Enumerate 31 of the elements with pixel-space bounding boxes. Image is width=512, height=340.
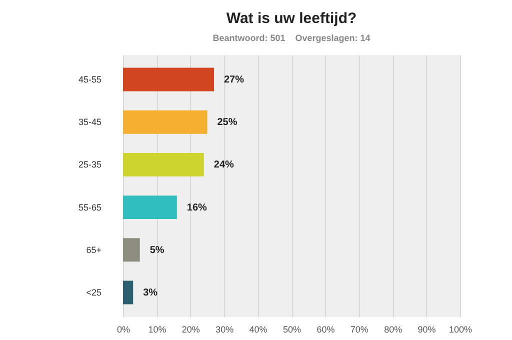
x-tick-label: 30% xyxy=(216,324,234,334)
y-tick-label: 25-35 xyxy=(78,160,102,170)
bar xyxy=(123,238,140,262)
x-tick-label: 100% xyxy=(448,324,472,334)
bar xyxy=(123,280,134,304)
y-tick-label: 35-45 xyxy=(78,117,102,128)
y-tick-label: 55-65 xyxy=(78,202,102,212)
data-label: 3% xyxy=(143,288,158,299)
x-tick-label: 10% xyxy=(148,324,166,334)
chart-subtitle: Beantwoord: 501 Overgeslagen: 14 xyxy=(212,33,370,43)
data-label: 16% xyxy=(186,202,208,214)
y-tick-label: 45-55 xyxy=(78,74,102,84)
x-tick-label: 0% xyxy=(116,324,130,334)
y-tick-label: 65+ xyxy=(86,244,102,255)
x-tick-label: 60% xyxy=(316,324,335,334)
data-label: 25% xyxy=(217,117,238,128)
x-tick-label: 70% xyxy=(350,324,368,334)
y-tick-label: <25 xyxy=(86,288,102,298)
data-label: 24% xyxy=(214,160,234,171)
x-tick-label: 20% xyxy=(182,324,200,334)
data-label: 5% xyxy=(150,244,164,256)
bar xyxy=(123,110,208,134)
x-tick-label: 40% xyxy=(249,324,268,334)
bar xyxy=(123,68,214,92)
x-tick-label: 50% xyxy=(282,324,302,334)
bar xyxy=(123,152,204,176)
bar xyxy=(123,196,177,220)
data-label: 27% xyxy=(224,74,244,86)
chart-title: Wat is uw leeftijd? xyxy=(226,10,357,27)
x-tick-label: 90% xyxy=(418,324,436,334)
x-tick-label: 80% xyxy=(384,324,402,334)
